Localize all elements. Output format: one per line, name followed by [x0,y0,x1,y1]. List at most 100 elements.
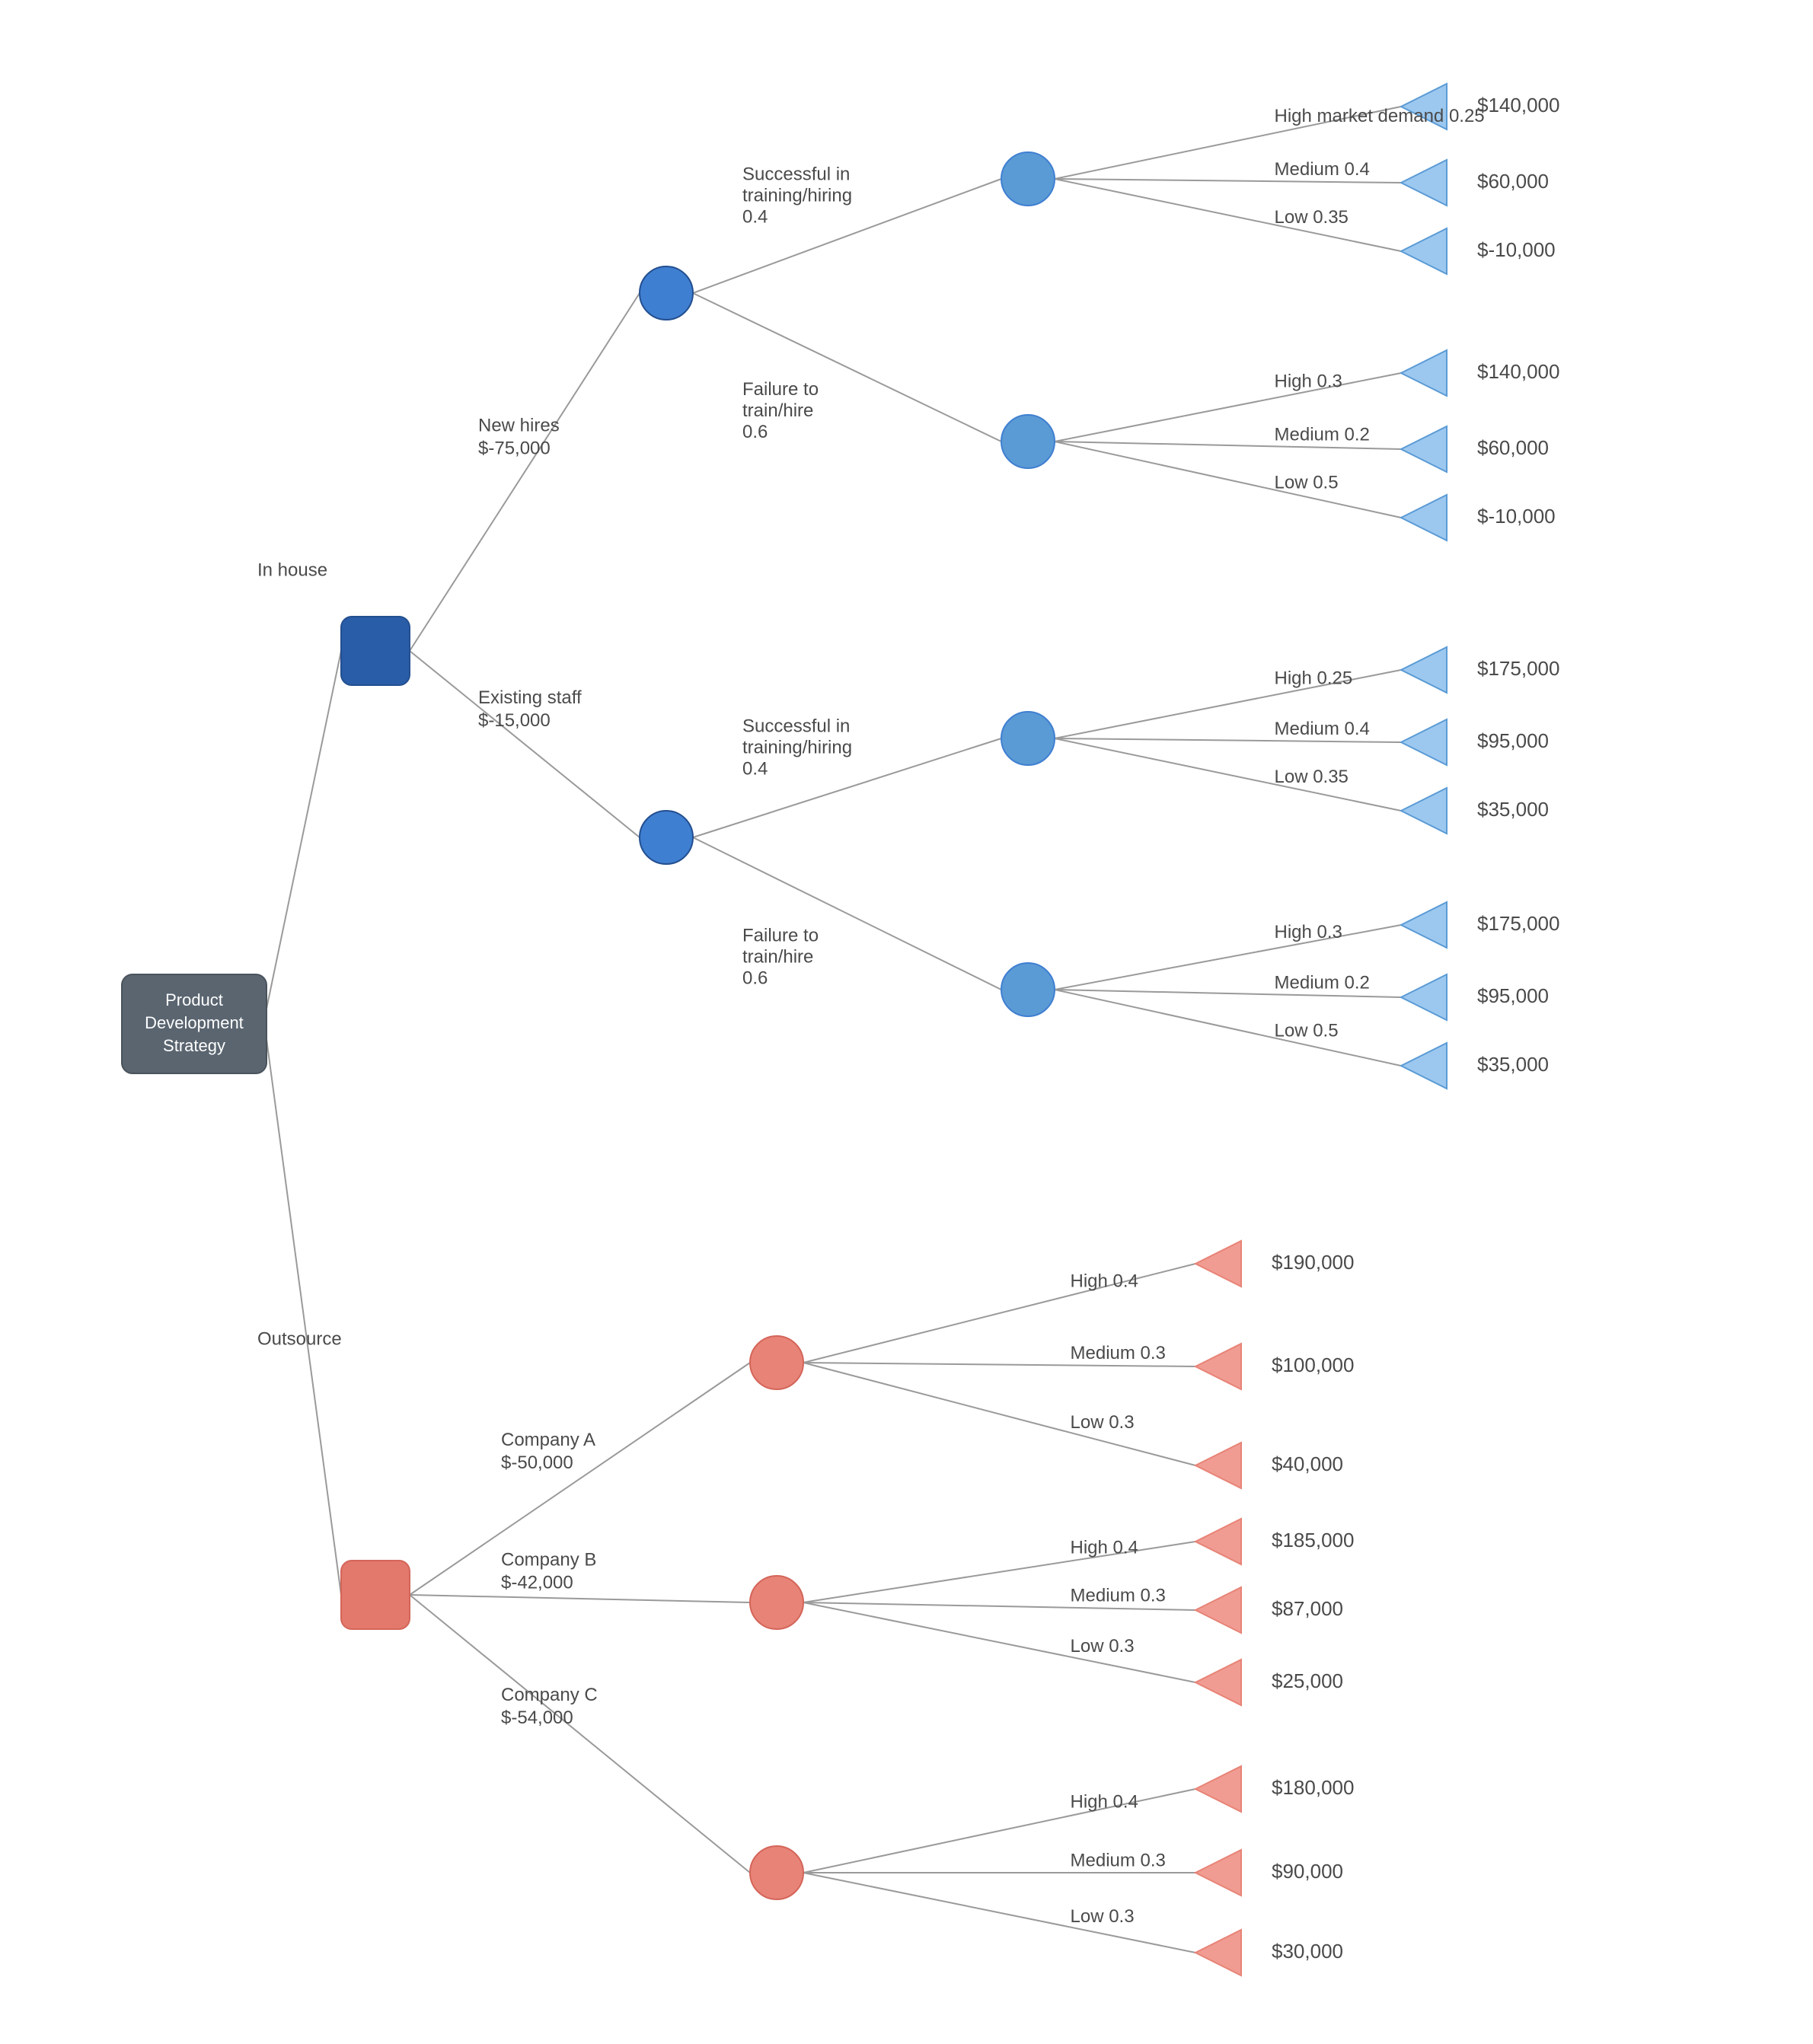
inhouse-new_hires-failure-leaf-value-0: $140,000 [1477,360,1559,383]
outsource-label: Outsource [257,1328,342,1349]
tree-edge [693,837,1001,990]
tree-edge [693,293,1001,442]
inhouse-existing_staff-success-label-1: Successful in [742,716,850,736]
inhouse-existing_staff-failure-leaf-value-0: $175,000 [1477,912,1559,935]
inhouse-existing_staff-failure-leaf-label-2: Low 0.5 [1275,1020,1339,1041]
inhouse-existing_staff-label-1: Existing staff [478,687,582,708]
inhouse-existing_staff-failure-leaf-2 [1401,1043,1447,1089]
outsource-company_c-label-1: Company C [501,1685,598,1705]
outsource-company_a-leaf-0 [1195,1241,1241,1287]
inhouse-existing_staff-failure-label-2: train/hire [742,946,813,967]
inhouse-new_hires-failure-leaf-value-1: $60,000 [1477,436,1549,459]
outsource-company_c-leaf-2 [1195,1930,1241,1975]
inhouse-existing_staff-failure-leaf-1 [1401,974,1447,1020]
inhouse-existing_staff-success-node [1001,712,1055,765]
outsource-company_c-leaf-value-2: $30,000 [1272,1940,1343,1963]
nodes-layer [122,84,1447,1975]
inhouse-new_hires-failure-leaf-1 [1401,426,1447,472]
inhouse-existing_staff-success-leaf-1 [1401,719,1447,765]
decision-tree-diagram: Product Development Strategy In house Outsou… [30,30,1783,2010]
tree-edge [1055,179,1401,251]
inhouse-new_hires-success-leaf-label-0: High market demand 0.25 [1275,106,1485,126]
inhouse-existing_staff-success-leaf-value-2: $35,000 [1477,798,1549,821]
inhouse-new_hires-success-leaf-label-2: Low 0.35 [1275,207,1349,228]
outsource-company_a-label-1: Company A [501,1430,595,1450]
outsource-company_a-leaf-value-0: $190,000 [1272,1251,1354,1274]
inhouse-new_hires-failure-leaf-label-2: Low 0.5 [1275,472,1339,493]
outsource-company_c-label-2: $-54,000 [501,1708,573,1728]
inhouse-existing_staff-success-leaf-value-0: $175,000 [1477,657,1559,680]
inhouse-existing_staff-failure-label-3: 0.6 [742,968,768,988]
outsource-company_a-leaf-value-1: $100,000 [1272,1354,1354,1376]
outsource-company_b-leaf-value-2: $25,000 [1272,1669,1343,1692]
inhouse-existing_staff-success-leaf-label-0: High 0.25 [1275,668,1353,688]
inhouse-existing_staff-node [640,811,693,864]
inhouse-existing_staff-success-leaf-value-1: $95,000 [1477,729,1549,752]
inhouse-label: In house [257,560,327,580]
inhouse-existing_staff-success-leaf-label-1: Medium 0.4 [1275,719,1370,739]
outsource-company_b-leaf-label-1: Medium 0.3 [1071,1585,1166,1606]
tree-edge [410,293,640,651]
root-label-3: Strategy [163,1036,225,1055]
inhouse-new_hires-failure-leaf-2 [1401,495,1447,540]
inhouse-new_hires-failure-leaf-label-1: Medium 0.2 [1275,424,1370,445]
inhouse-new_hires-success-leaf-value-2: $-10,000 [1477,238,1556,261]
inhouse-new_hires-label-1: New hires [478,415,560,435]
inhouse-existing_staff-failure-leaf-value-1: $95,000 [1477,984,1549,1007]
inhouse-existing_staff-failure-leaf-value-2: $35,000 [1477,1053,1549,1076]
outsource-company_c-leaf-label-0: High 0.4 [1071,1791,1138,1812]
inhouse-new_hires-failure-leaf-label-0: High 0.3 [1275,371,1342,391]
outsource-company_b-leaf-0 [1195,1519,1241,1564]
decision-tree-svg: Product Development Strategy In house Outsou… [30,30,1782,2010]
inhouse-new_hires-failure-label-2: train/hire [742,400,813,421]
inhouse-new_hires-failure-node [1001,415,1055,468]
inhouse-existing_staff-label-2: $-15,000 [478,710,551,731]
inhouse-existing_staff-failure-leaf-0 [1401,902,1447,948]
outsource-company_b-label-1: Company B [501,1549,596,1570]
root-label-2: Development [145,1013,244,1032]
inhouse-existing_staff-failure-node [1001,963,1055,1016]
outsource-company_c-leaf-value-1: $90,000 [1272,1860,1343,1883]
inhouse-new_hires-success-label-2: training/hiring [742,185,852,206]
root-label-1: Product [165,990,223,1009]
inhouse-new_hires-success-leaf-value-0: $140,000 [1477,94,1559,116]
inhouse-existing_staff-success-label-2: training/hiring [742,737,852,757]
tree-edge [1055,442,1401,518]
labels-layer: Product Development Strategy In house Outsou… [145,94,1559,1963]
inhouse-new_hires-failure-label-1: Failure to [742,379,819,400]
outsource-company_b-label-2: $-42,000 [501,1572,573,1593]
outsource-company_a-node [750,1336,803,1389]
inhouse-existing_staff-success-leaf-0 [1401,647,1447,693]
outsource-company_b-node [750,1576,803,1629]
inhouse-new_hires-failure-leaf-0 [1401,350,1447,396]
outsource-company_c-leaf-value-0: $180,000 [1272,1776,1354,1799]
tree-edge [267,1039,341,1595]
tree-edge [410,1595,750,1873]
outsource-company_b-leaf-1 [1195,1587,1241,1633]
inhouse-existing_staff-failure-leaf-label-1: Medium 0.2 [1275,972,1370,993]
outsource-company_c-leaf-label-1: Medium 0.3 [1071,1850,1166,1870]
inhouse-new_hires-node [640,266,693,320]
outsource-company_a-leaf-label-0: High 0.4 [1071,1271,1138,1291]
outsource-company_c-leaf-1 [1195,1850,1241,1896]
outsource-company_a-leaf-1 [1195,1344,1241,1389]
inhouse-new_hires-success-leaf-1 [1401,160,1447,206]
inhouse-new_hires-success-label-3: 0.4 [742,206,768,227]
tree-edge [803,1873,1195,1953]
outsource-company_a-leaf-2 [1195,1443,1241,1488]
inhouse-existing_staff-success-leaf-2 [1401,788,1447,834]
outsource-company_c-node [750,1846,803,1899]
inhouse-new_hires-success-leaf-label-1: Medium 0.4 [1275,159,1370,180]
outsource-node [341,1561,410,1629]
inhouse-new_hires-success-leaf-2 [1401,228,1447,274]
outsource-company_b-leaf-label-2: Low 0.3 [1071,1636,1135,1657]
inhouse-new_hires-success-leaf-value-1: $60,000 [1477,170,1549,193]
tree-edge [803,1602,1195,1682]
inhouse-existing_staff-success-leaf-label-2: Low 0.35 [1275,767,1349,787]
tree-edge [410,1595,750,1602]
inhouse-existing_staff-failure-leaf-label-0: High 0.3 [1275,922,1342,942]
tree-edge [1055,990,1401,1066]
inhouse-new_hires-success-node [1001,152,1055,206]
tree-edge [267,651,341,1009]
outsource-company_c-leaf-0 [1195,1766,1241,1812]
